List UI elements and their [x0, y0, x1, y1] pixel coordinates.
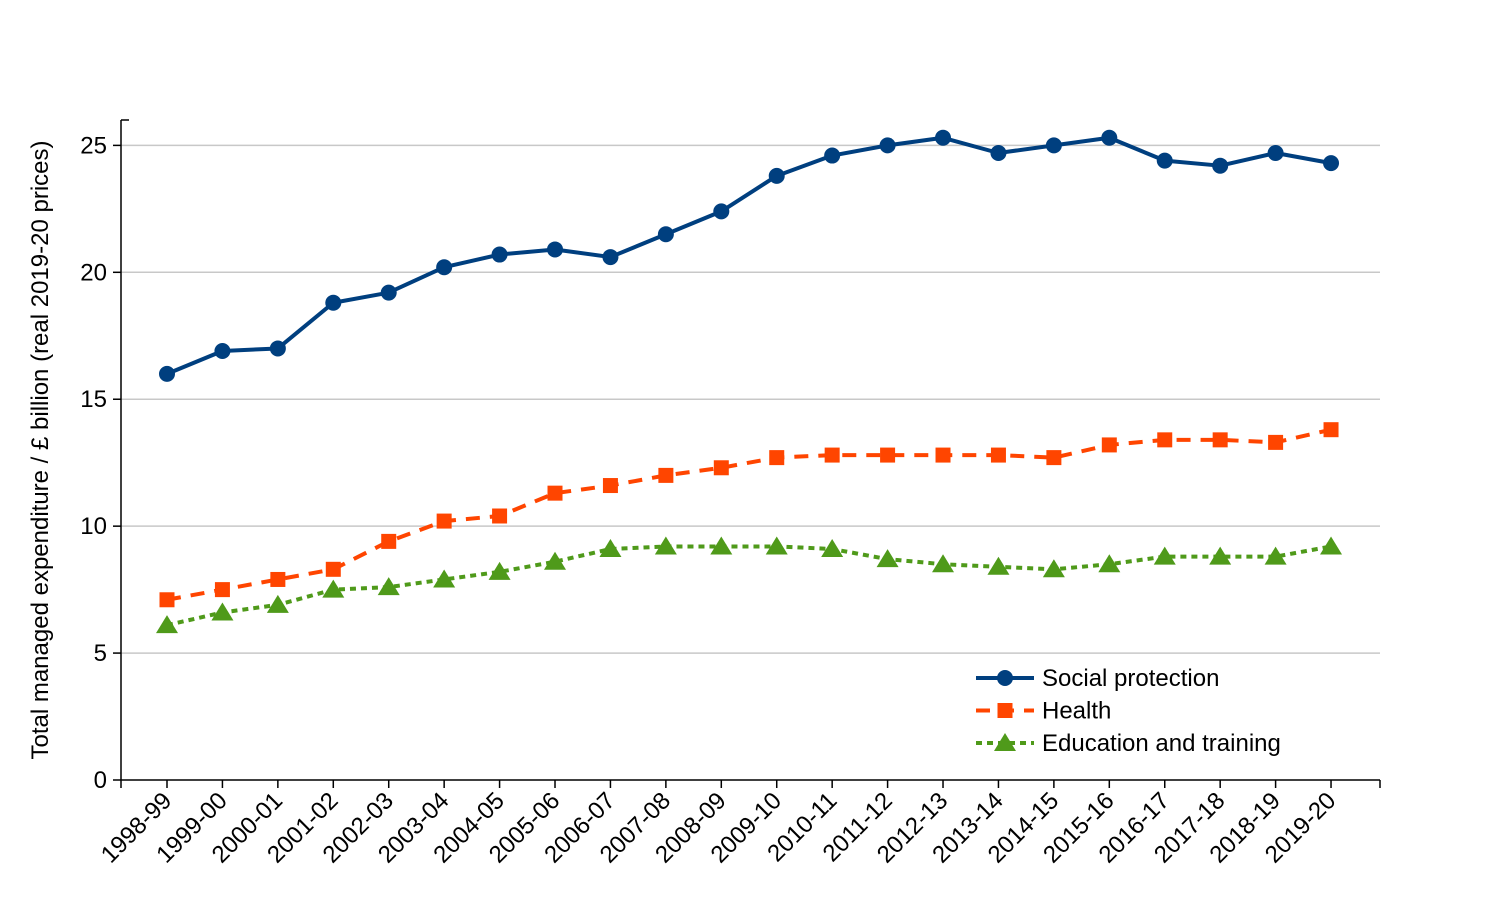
- series-line-health: [166, 427, 1332, 602]
- data-point-education-and-training: [876, 549, 899, 568]
- data-point-health: [658, 467, 674, 483]
- series-education-and-training: [156, 536, 1343, 634]
- x-tick-labels: 1998-991999-002000-012001-022002-032003-…: [96, 787, 1341, 868]
- series-line-education-and-training: [166, 544, 1332, 628]
- y-tick-label: 25: [80, 132, 107, 159]
- data-point-social-protection: [380, 284, 397, 301]
- data-point-health: [492, 508, 508, 524]
- series-social-protection: [159, 129, 1340, 382]
- data-point-health: [436, 513, 452, 529]
- data-point-social-protection: [436, 259, 453, 276]
- data-point-education-and-training: [1209, 546, 1232, 565]
- data-point-education-and-training: [322, 579, 345, 598]
- data-point-education-and-training: [654, 536, 677, 555]
- data-point-health: [214, 582, 230, 598]
- data-point-education-and-training: [1264, 546, 1287, 565]
- data-point-social-protection: [1267, 145, 1284, 161]
- legend-item-education-and-training: Education and training: [976, 730, 1281, 757]
- y-tick-label: 20: [80, 259, 107, 286]
- data-point-education-and-training: [710, 536, 733, 555]
- data-point-education-and-training: [765, 536, 788, 555]
- data-point-social-protection: [1323, 155, 1340, 172]
- data-point-health: [159, 592, 175, 608]
- data-point-social-protection: [657, 226, 674, 243]
- data-point-education-and-training: [266, 594, 289, 613]
- data-point-education-and-training: [433, 569, 456, 588]
- data-point-social-protection: [269, 340, 286, 357]
- data-point-education-and-training: [544, 551, 567, 570]
- data-point-education-and-training: [377, 577, 400, 596]
- y-tick-label: 5: [94, 640, 107, 667]
- y-axis-title: Total managed expenditure / £ billion (r…: [27, 140, 54, 759]
- data-point-health: [1101, 437, 1117, 453]
- axes: [113, 119, 1381, 788]
- series-layer: [156, 129, 1343, 634]
- data-point-social-protection: [879, 137, 896, 154]
- data-point-social-protection: [547, 241, 564, 258]
- data-point-social-protection: [1156, 152, 1173, 169]
- y-tick-labels: 0 5 10 15 20 25: [80, 132, 107, 794]
- data-point-health: [1046, 450, 1062, 466]
- data-point-education-and-training: [156, 615, 178, 634]
- data-point-social-protection: [214, 343, 231, 359]
- legend: Social protection Health Education and tra…: [976, 665, 1281, 757]
- data-point-social-protection: [768, 167, 785, 184]
- legend-label: Education and training: [1042, 730, 1281, 757]
- gridlines: [121, 144, 1380, 654]
- data-point-health: [1212, 432, 1228, 448]
- data-point-health: [990, 447, 1006, 463]
- y-tick-label: 15: [80, 386, 107, 413]
- data-point-education-and-training: [1042, 559, 1065, 578]
- data-point-education-and-training: [987, 556, 1010, 575]
- data-point-social-protection: [1212, 157, 1229, 174]
- data-point-education-and-training: [1153, 546, 1176, 565]
- data-point-social-protection: [159, 365, 175, 382]
- data-point-health: [547, 485, 563, 501]
- data-point-education-and-training: [211, 602, 234, 621]
- legend-item-social-protection: Social protection: [976, 665, 1219, 692]
- data-point-social-protection: [824, 147, 841, 164]
- data-point-health: [602, 478, 618, 494]
- data-point-social-protection: [1101, 129, 1118, 146]
- data-point-education-and-training: [1320, 536, 1343, 555]
- y-tick-label: 10: [80, 513, 107, 540]
- legend-marker: [994, 733, 1016, 751]
- data-point-health: [1157, 432, 1173, 448]
- data-point-social-protection: [325, 294, 342, 311]
- legend-label: Social protection: [1042, 665, 1219, 692]
- legend-label: Health: [1042, 698, 1111, 725]
- y-tick-label: 0: [94, 767, 107, 794]
- data-point-health: [270, 571, 286, 587]
- data-point-health: [1268, 434, 1284, 450]
- legend-marker: [997, 670, 1013, 686]
- data-point-education-and-training: [1098, 554, 1121, 573]
- series-health: [159, 422, 1339, 608]
- data-point-social-protection: [935, 129, 952, 146]
- data-point-social-protection: [990, 145, 1007, 161]
- data-point-education-and-training: [932, 554, 955, 573]
- data-point-social-protection: [1045, 137, 1062, 154]
- data-point-health: [935, 447, 951, 463]
- data-point-health: [880, 447, 896, 463]
- data-point-education-and-training: [488, 561, 511, 580]
- data-point-health: [381, 533, 397, 549]
- data-point-social-protection: [491, 246, 508, 263]
- data-point-health: [325, 561, 341, 577]
- data-point-health: [713, 460, 729, 476]
- data-point-social-protection: [602, 249, 619, 266]
- data-point-social-protection: [713, 203, 730, 220]
- data-point-education-and-training: [821, 539, 844, 557]
- data-point-health: [769, 450, 785, 466]
- series-line-social-protection: [166, 135, 1332, 376]
- legend-item-health: Health: [976, 698, 1111, 725]
- data-point-education-and-training: [599, 539, 622, 557]
- data-point-health: [824, 447, 840, 463]
- legend-marker: [997, 703, 1013, 718]
- data-point-health: [1323, 422, 1339, 438]
